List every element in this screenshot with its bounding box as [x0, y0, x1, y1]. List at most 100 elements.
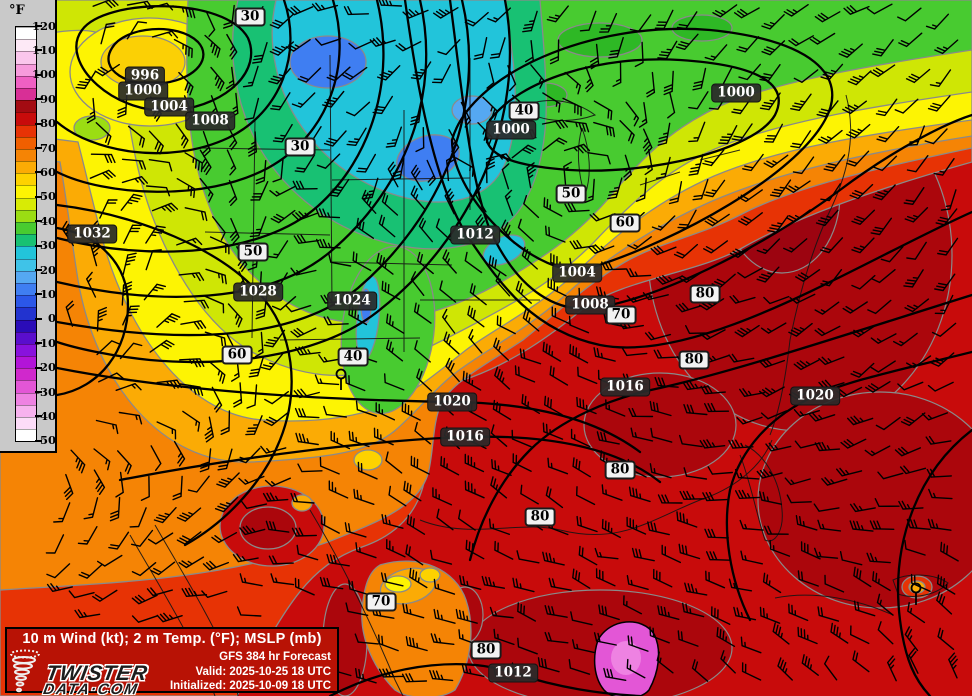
temperature-label: 50 — [555, 184, 587, 204]
pressure-label: 1016 — [600, 377, 650, 397]
colorbar-tick — [35, 98, 42, 101]
colorbar-swatch — [16, 161, 36, 174]
temperature-label: 30 — [284, 137, 316, 157]
colorbar-swatch — [16, 112, 36, 125]
pressure-label: 1000 — [711, 83, 761, 103]
colorbar-swatch — [16, 343, 36, 357]
temperature-label: 60 — [609, 213, 641, 233]
temperature-label: 60 — [221, 345, 253, 365]
temperature-label: 80 — [524, 507, 556, 527]
colorbar-swatch — [16, 185, 36, 198]
colorbar-swatch — [16, 100, 36, 113]
colorbar-tick — [35, 342, 42, 345]
colorbar-swatch — [16, 27, 36, 40]
colorbar-tick-label: 60 — [39, 164, 56, 179]
colorbar-swatch — [16, 136, 36, 149]
colorbar-tick — [35, 220, 42, 223]
colorbar-tick-label: 120 — [31, 18, 56, 33]
colorbar-tick-label: 80 — [39, 116, 56, 131]
colorbar-swatch — [16, 307, 36, 320]
pressure-label: 1028 — [233, 282, 283, 302]
pressure-label: 1000 — [486, 120, 536, 140]
colorbar-unit-label: °F — [9, 3, 25, 18]
tornado-icon — [10, 649, 40, 693]
pressure-label: 1008 — [185, 111, 235, 131]
logo-line2: DATA·COM — [41, 681, 141, 696]
colorbar-swatch — [16, 368, 36, 381]
colorbar-tick-label: 110 — [31, 42, 56, 57]
temp-band-magenta — [593, 621, 660, 696]
colorbar-tick-label: -50 — [35, 433, 56, 448]
calm-wind-icon — [335, 368, 922, 605]
colorbar-tick-label: 50 — [39, 189, 56, 204]
colorbar-tick-label: 30 — [39, 238, 56, 253]
colorbar-swatch — [16, 222, 36, 235]
forecast-info: GFS 384 hr Forecast Valid: 2025-10-25 18… — [170, 650, 331, 696]
temperature-label: 80 — [689, 284, 721, 304]
pressure-label: 1012 — [488, 663, 538, 683]
legend-box: 10 m Wind (kt); 2 m Temp. (°F); MSLP (mb… — [5, 627, 339, 696]
colorbar-swatch — [16, 331, 36, 344]
colorbar-swatch — [16, 173, 36, 186]
colorbar-tick-label: 100 — [31, 67, 56, 82]
temperature-label: 40 — [337, 347, 369, 367]
pressure-label: 1032 — [67, 224, 117, 244]
colorbar-tick — [35, 147, 42, 149]
temperature-label: 70 — [605, 305, 637, 325]
colorbar-tick — [35, 269, 42, 271]
colorbar-tick-label: 70 — [39, 140, 56, 155]
colorbar-tick — [35, 195, 42, 198]
pressure-label: 1012 — [450, 225, 500, 245]
colorbar-swatch — [16, 75, 36, 88]
pressure-label: 1016 — [440, 427, 490, 447]
temperature-label: 50 — [237, 242, 269, 262]
colorbar-swatch — [16, 282, 36, 296]
pressure-label: 1004 — [552, 263, 602, 283]
pressure-label: 1004 — [144, 97, 194, 117]
twisterdata-logo: TWISTER DATA·COM — [9, 647, 150, 696]
model-line: GFS 384 hr Forecast — [219, 650, 331, 663]
temperature-label: 70 — [365, 592, 397, 612]
temperature-label: 30 — [234, 7, 266, 27]
legend-title: 10 m Wind (kt); 2 m Temp. (°F); MSLP (mb… — [22, 631, 322, 647]
temperature-label: 80 — [678, 350, 710, 370]
geography-lines — [129, 54, 949, 696]
pressure-label: 1000 — [118, 81, 168, 101]
colorbar-swatch — [16, 417, 36, 430]
colorbar-swatch — [16, 87, 36, 101]
colorbar-swatch — [16, 209, 36, 222]
colorbar-tick-label: -10 — [35, 335, 56, 350]
colorbar-tick — [35, 415, 42, 418]
init-line: Initialized: 2025-10-09 18 UTC — [169, 680, 331, 693]
pressure-label: 1008 — [565, 295, 615, 315]
colorbar-swatch — [16, 258, 36, 271]
colorbar-swatch-column — [15, 26, 37, 443]
colorbar-tick-label: 90 — [39, 91, 56, 106]
colorbar-tick — [35, 317, 42, 320]
pressure-label: 1020 — [790, 386, 840, 406]
colorbar-swatch — [16, 124, 36, 137]
colorbar-swatch — [16, 429, 36, 442]
colorbar-swatch — [16, 392, 36, 405]
temperature-label: 80 — [470, 640, 502, 660]
colorbar-swatch — [16, 148, 36, 162]
colorbar-tick — [35, 49, 42, 52]
temperature-label: 80 — [604, 460, 636, 480]
colorbar-tick-label: 10 — [39, 286, 56, 301]
colorbar-tick — [35, 391, 42, 393]
colorbar-tick-label: -30 — [35, 384, 56, 399]
colorbar-tick — [35, 244, 42, 247]
colorbar-tick — [35, 439, 42, 442]
colorbar-swatch — [16, 380, 36, 393]
colorbar-swatch — [16, 246, 36, 259]
colorbar-tick — [35, 366, 42, 369]
colorbar-tick-label: 20 — [39, 262, 56, 277]
colorbar-tick-label: -40 — [35, 408, 56, 423]
temperature-label: 40 — [508, 101, 540, 121]
colorbar-tick — [35, 171, 42, 174]
colorbar-swatch — [16, 234, 36, 247]
colorbar-swatch — [16, 63, 36, 76]
colorbar-tick — [35, 122, 42, 125]
colorbar-swatch — [16, 270, 36, 283]
